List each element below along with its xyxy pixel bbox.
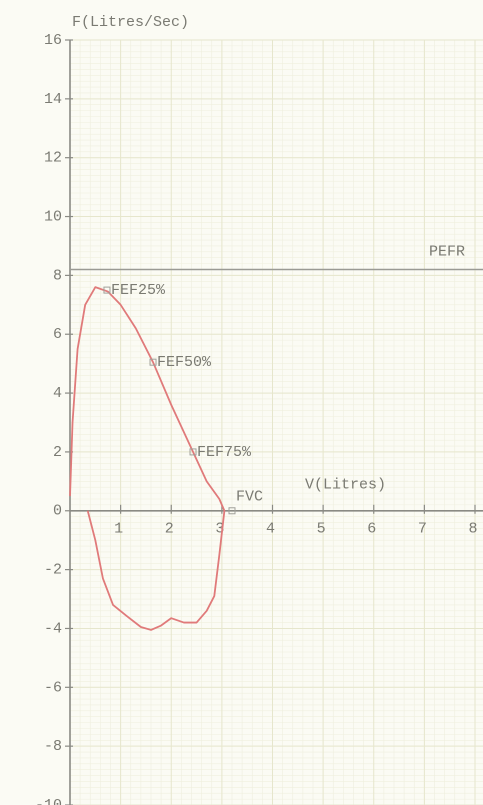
- x-tick-label: 8: [468, 521, 477, 538]
- y-tick-label: 8: [53, 267, 62, 284]
- y-tick-label: -8: [44, 738, 62, 755]
- minor-grid: [69, 39, 483, 805]
- point-marker: [149, 358, 157, 366]
- point-marker: [103, 286, 111, 294]
- x-tick-label: 5: [317, 521, 326, 538]
- y-axis-label: F(Litres/Sec): [72, 14, 189, 31]
- pefr-label: PEFR: [429, 243, 465, 260]
- y-tick-label: 0: [53, 503, 62, 520]
- point-label: FEF50%: [157, 354, 212, 371]
- y-tick-label: 12: [44, 150, 62, 167]
- point-label: FVC: [236, 489, 263, 506]
- y-tick-label: -4: [44, 620, 62, 637]
- y-tick-label: -10: [35, 797, 62, 805]
- y-tick-label: -6: [44, 679, 62, 696]
- x-axis-label: V(Litres): [305, 477, 386, 494]
- y-tick-label: 16: [44, 32, 62, 49]
- y-tick-label: 14: [44, 91, 62, 108]
- point-marker: [228, 507, 236, 515]
- point-label: FEF75%: [197, 444, 252, 461]
- y-tick-label: 2: [53, 444, 62, 461]
- flow-volume-loop: [69, 286, 226, 631]
- y-tick-label: -2: [44, 562, 62, 579]
- x-tick-label: 6: [367, 521, 376, 538]
- x-tick-label: 2: [165, 521, 174, 538]
- x-tick-label: 7: [418, 521, 427, 538]
- x-tick-label: 4: [266, 521, 275, 538]
- x-tick-label: 3: [215, 521, 224, 538]
- x-tick-label: 1: [114, 521, 123, 538]
- point-marker: [189, 448, 197, 456]
- y-tick-label: 4: [53, 385, 62, 402]
- point-label: FEF25%: [111, 282, 166, 299]
- y-tick-label: 6: [53, 326, 62, 343]
- y-tick-label: 10: [44, 209, 62, 226]
